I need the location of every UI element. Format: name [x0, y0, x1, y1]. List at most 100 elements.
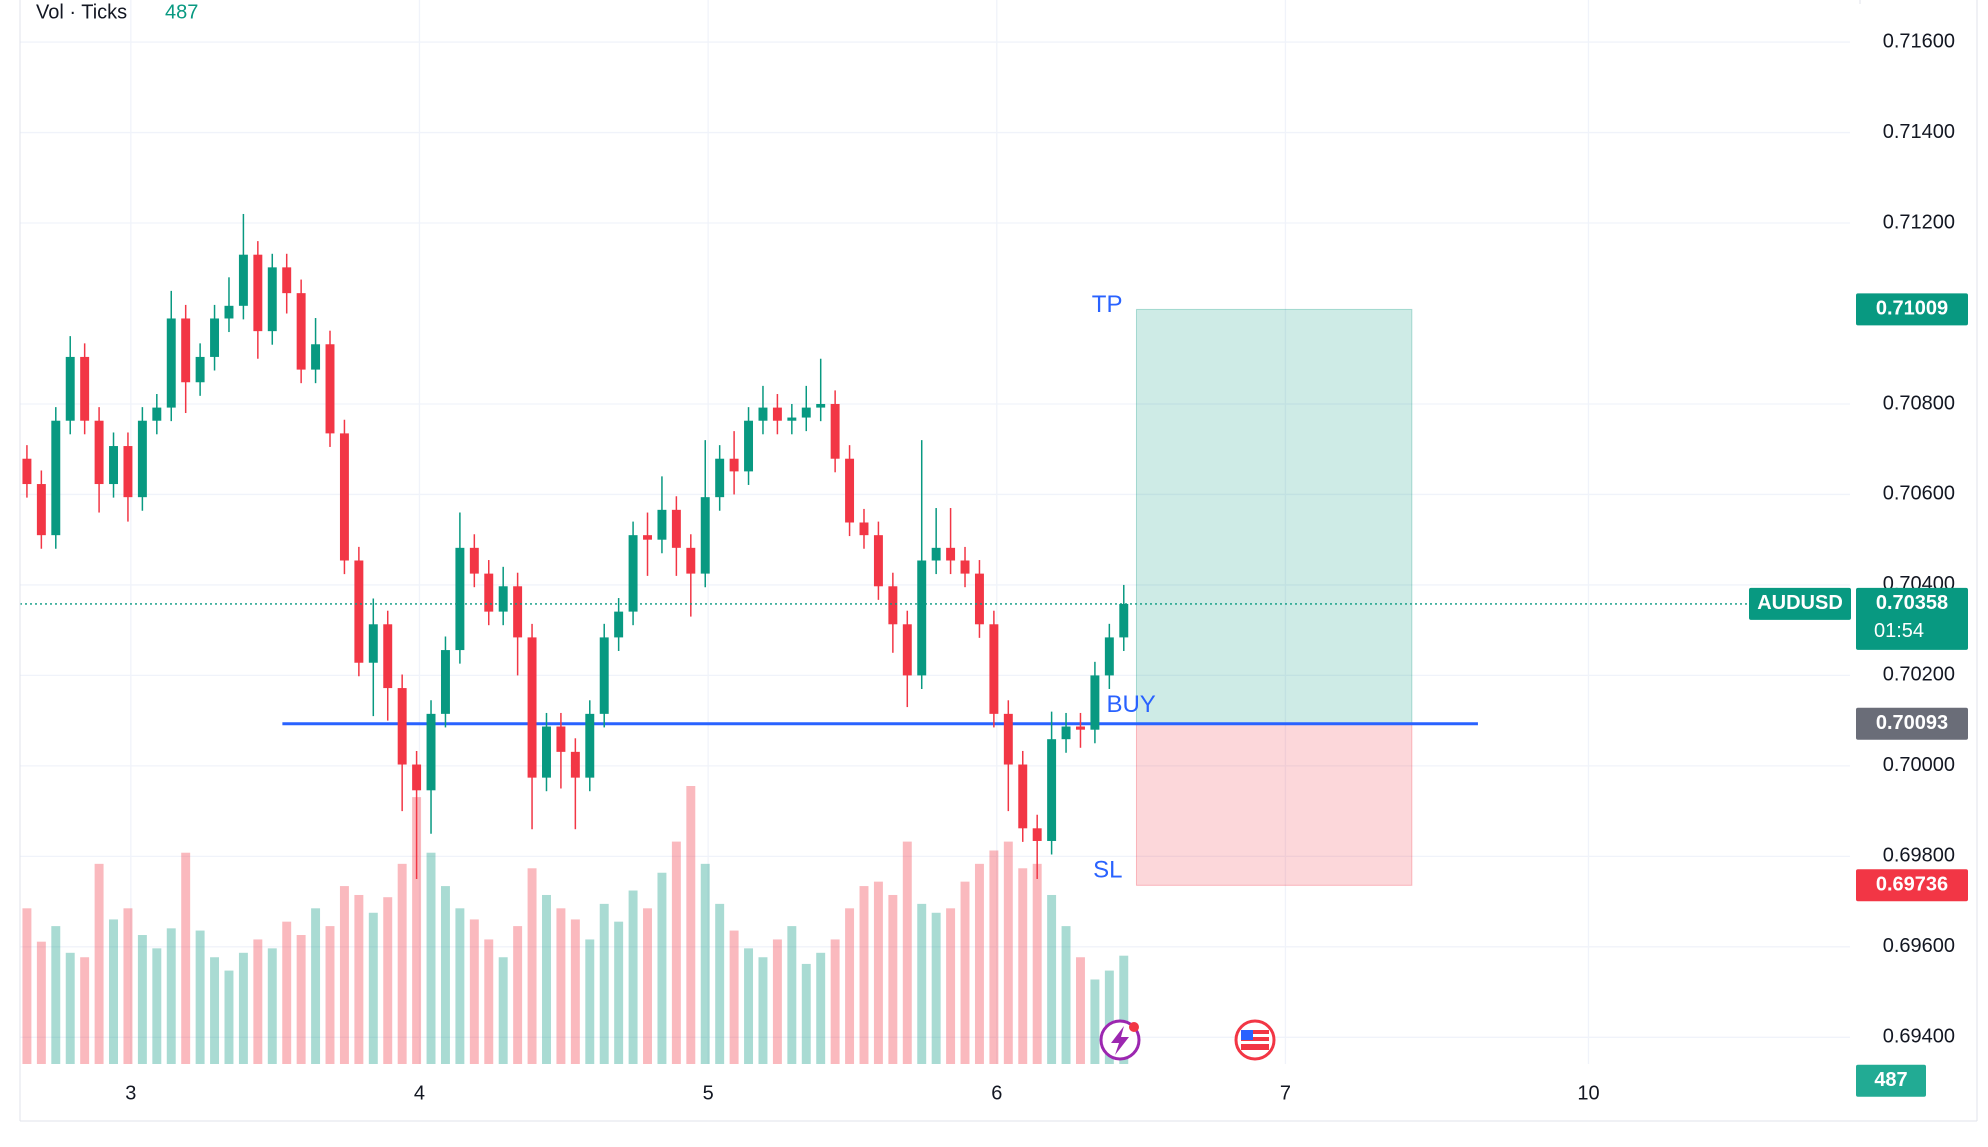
candle-body	[686, 547, 696, 574]
volume-bar	[570, 919, 580, 1064]
volume-bar	[383, 897, 393, 1064]
volume-bar	[426, 852, 436, 1064]
candles	[20, 213, 1850, 879]
candle-body	[354, 560, 364, 663]
candle-body	[1119, 603, 1129, 638]
position-tool[interactable]: TP BUY SL	[282, 291, 1478, 886]
candle-body	[166, 318, 176, 408]
y-tick-label: 0.70800	[1883, 392, 1955, 414]
sl-price-tag: 0.69736	[1876, 874, 1948, 896]
volume-bar	[758, 957, 768, 1064]
volume-bar	[484, 939, 494, 1064]
candle-body	[455, 547, 465, 651]
sl-price-tag-box	[1856, 869, 1968, 902]
price-tags: 0.71009 0.70093 0.69736 0.70358 01:54 AUDUSD 4…	[1749, 293, 1968, 1097]
candle-body	[1104, 637, 1114, 676]
volume-bar	[1003, 841, 1013, 1064]
volume-bar	[455, 908, 465, 1064]
y-tick-label: 0.71200	[1883, 211, 1955, 233]
candle-body	[931, 547, 941, 561]
symbol-tag-box	[1749, 587, 1851, 620]
last-price-tag: 0.70358	[1876, 592, 1948, 614]
volume-bar	[267, 948, 277, 1064]
candle-body	[1003, 713, 1013, 765]
candle-body	[383, 624, 393, 689]
volume-bar	[989, 850, 999, 1064]
candle-body	[873, 535, 883, 587]
volume-bar	[181, 852, 191, 1064]
candle-body	[152, 407, 162, 421]
candle-body	[224, 305, 234, 319]
candle-body	[123, 446, 133, 498]
candle-body	[267, 267, 277, 332]
volume-tag-box	[1856, 1064, 1926, 1097]
volume-bar	[1047, 894, 1057, 1064]
volume-bar	[744, 948, 754, 1064]
volume-bar	[816, 952, 826, 1064]
volume-bar	[65, 952, 75, 1064]
volume-bar	[238, 952, 248, 1064]
candle-body	[888, 586, 898, 625]
volume-bar	[1032, 863, 1042, 1064]
volume-bar	[917, 903, 927, 1064]
buy-label: BUY	[1106, 691, 1155, 718]
volume-bar	[440, 886, 450, 1064]
volume-bar	[1090, 979, 1100, 1064]
candle-body	[1018, 764, 1028, 829]
candle-body	[946, 547, 956, 561]
volume-bar	[51, 926, 61, 1064]
volume-bar	[412, 797, 422, 1064]
volume-bar	[931, 912, 941, 1064]
candle-body	[801, 407, 811, 418]
entry-price-tag-box	[1856, 707, 1968, 740]
candle-body	[744, 420, 754, 472]
candle-body	[1032, 828, 1042, 841]
volume-bar	[36, 941, 46, 1064]
candle-body	[542, 726, 551, 778]
candle-body	[902, 624, 912, 676]
y-tick-label: 0.69400	[1883, 1026, 1955, 1048]
sl-label: SL	[1093, 857, 1122, 884]
candle-body	[325, 344, 335, 434]
volume-bar	[513, 926, 523, 1064]
candle-body	[1090, 675, 1100, 730]
volume-bar	[80, 957, 90, 1064]
candle-body	[181, 318, 191, 383]
candle-body	[253, 254, 263, 332]
volume-bar	[1061, 926, 1071, 1064]
volume-bar	[556, 908, 566, 1064]
y-tick-label: 0.71400	[1883, 121, 1955, 143]
volume-pane	[22, 786, 1129, 1064]
candle-body	[513, 586, 523, 638]
candle-body	[282, 267, 292, 294]
notification-dot	[1129, 1022, 1139, 1032]
axes: 0.694000.696000.698000.700000.702000.704…	[19, 0, 1978, 1122]
y-tick-label: 0.69600	[1883, 935, 1955, 957]
y-tick-label: 0.70200	[1883, 664, 1955, 686]
tp-price-tag: 0.71009	[1876, 298, 1948, 320]
event-icons[interactable]	[1099, 1019, 1276, 1061]
x-tick-label: 5	[703, 1082, 714, 1104]
volume-bar	[873, 881, 883, 1064]
volume-bar	[296, 935, 306, 1064]
volume-bar	[888, 894, 898, 1064]
candle-body	[643, 535, 652, 540]
volume-bar	[1076, 957, 1085, 1064]
candle-body	[238, 254, 248, 306]
legend: Vol · Ticks 487	[36, 1, 198, 23]
volume-bar	[585, 939, 595, 1064]
candle-body	[311, 344, 321, 370]
volume-tag: 487	[1874, 1069, 1907, 1091]
legend-value: 487	[165, 1, 198, 23]
volume-bar	[686, 786, 696, 1064]
candle-body	[599, 637, 609, 714]
candle-body	[94, 420, 104, 485]
volume-bar	[614, 921, 624, 1064]
volume-bar	[628, 890, 638, 1064]
candle-body	[195, 356, 205, 383]
volume-bar	[801, 963, 811, 1064]
candle-body	[772, 407, 782, 421]
volume-bar	[368, 912, 378, 1064]
volume-bar	[960, 881, 970, 1064]
x-tick-label: 3	[125, 1082, 136, 1104]
